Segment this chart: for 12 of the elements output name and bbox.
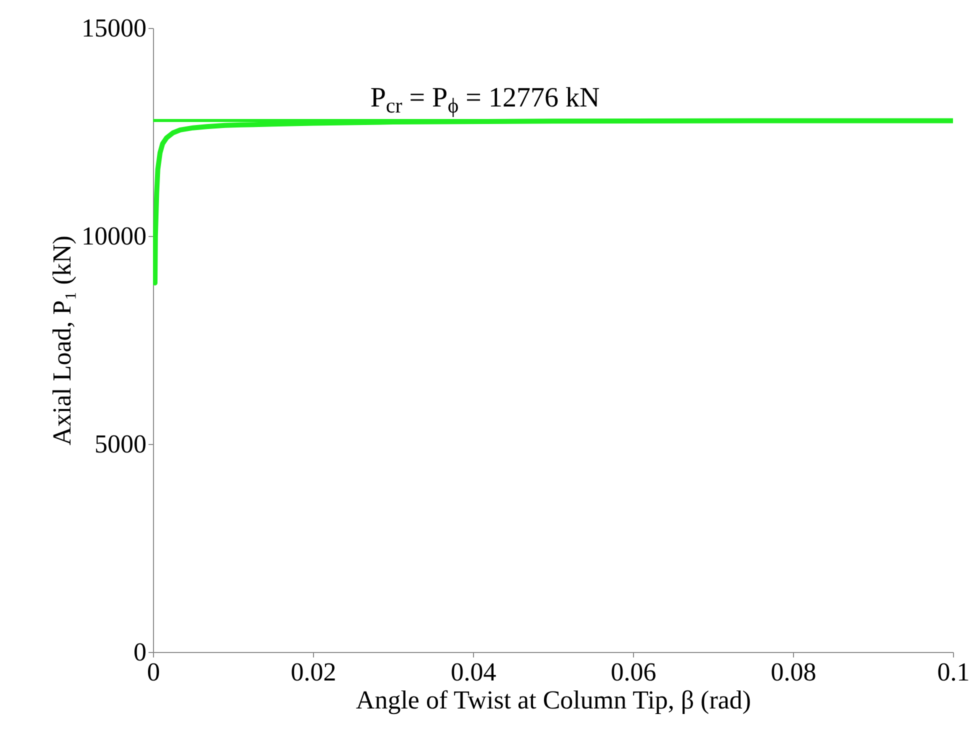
y-axis-title: Axial Load, P₁ (kN) [48,236,76,446]
x-tick-label: 0.1 [937,658,970,686]
x-tick-label: 0.06 [610,658,656,686]
x-tick-label: 0.08 [770,658,816,686]
y-tick-label: 5000 [94,430,146,458]
y-tick-label: 0 [134,638,146,666]
x-axis-title: Angle of Twist at Column Tip, β (rad) [356,686,752,714]
x-tick-label: 0.04 [450,658,496,686]
ref-line-label: P$_{cr}$ = P$_{ϕ}$ = 12776 kN [370,82,600,118]
y-tick-label: 15000 [82,14,146,42]
x-tick-label: 0.02 [290,658,336,686]
y-tick-label: 10000 [82,222,146,250]
